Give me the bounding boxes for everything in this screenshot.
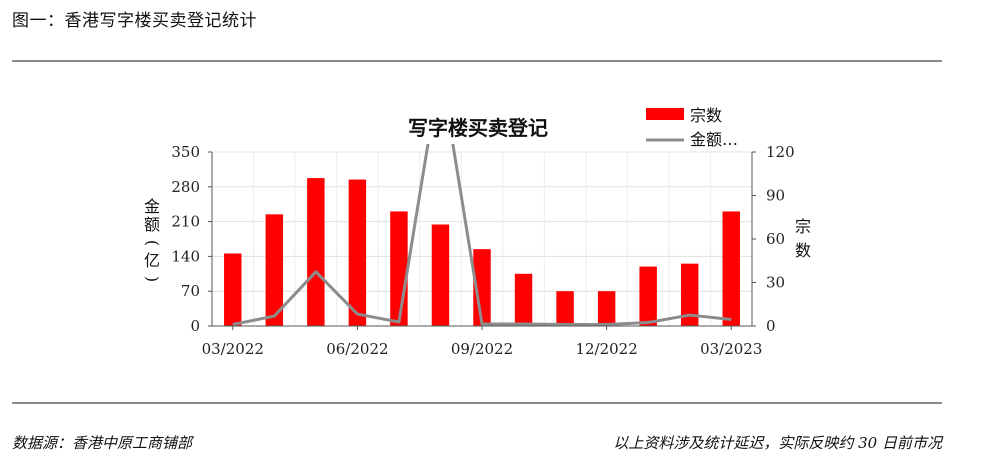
y-left-tick-label: 140 [171, 247, 200, 265]
x-tick-label: 12/2022 [575, 340, 637, 358]
figure-title: 图一：香港写字楼买卖登记统计 [12, 11, 257, 31]
axes [208, 151, 756, 330]
bottom-divider [12, 402, 942, 404]
bar [680, 263, 699, 326]
y-left-tick-label: 210 [171, 213, 200, 231]
y-right-tick-labels: 0 30 60 90 120 [766, 143, 795, 335]
y-left-label-char: 额 [144, 215, 160, 234]
bar-series [224, 178, 740, 326]
y-right-tick-label: 0 [766, 317, 776, 335]
line-series [232, 144, 732, 326]
y-right-label-char: 宗 [795, 217, 811, 236]
y-left-label-char: 亿 [144, 251, 160, 270]
chart-title: 写字楼买卖登记 [408, 116, 548, 140]
bar [639, 266, 657, 326]
y-left-tick-label: 280 [171, 178, 200, 196]
x-tick-label: 03/2022 [202, 340, 264, 358]
x-tick-labels: 03/2022 06/2022 09/2022 12/2022 03/2023 [202, 340, 763, 358]
bar [597, 291, 616, 326]
legend-swatch-bar [646, 108, 684, 120]
bar [473, 249, 491, 326]
x-tick-label: 03/2023 [700, 340, 762, 358]
grid-lines [211, 151, 753, 326]
y-left-label-char: ) [143, 276, 162, 282]
y-right-tick-label: 30 [766, 274, 785, 292]
legend: 宗数 金额… [646, 106, 738, 149]
source-note: 数据源：香港中原工商铺部 [12, 434, 193, 452]
y-left-tick-labels: 0 70 140 210 280 350 [171, 143, 200, 335]
legend-label-bar: 宗数 [690, 106, 722, 125]
y-left-tick-label: 0 [190, 317, 200, 335]
x-tick-label: 09/2022 [451, 340, 513, 358]
bar [265, 214, 284, 326]
delay-note: 以上资料涉及统计延迟，实际反映约 30 日前市况 [613, 434, 942, 452]
bar [556, 291, 574, 326]
bar [722, 211, 740, 326]
y-right-tick-label: 90 [766, 187, 785, 205]
top-divider [12, 60, 942, 62]
y-right-axis-label: 宗数 [795, 217, 811, 260]
line-path [232, 144, 732, 326]
y-left-axis-label: 金额 ( 亿) [143, 197, 162, 282]
y-left-tick-label: 70 [181, 282, 200, 300]
y-right-label-char: 数 [795, 241, 811, 260]
x-tick-label: 06/2022 [326, 340, 388, 358]
legend-label-line: 金额… [690, 130, 738, 149]
y-right-tick-label: 120 [766, 143, 795, 161]
y-left-label-char: 金 [144, 197, 160, 216]
bar [348, 179, 367, 326]
y-left-tick-label: 350 [171, 143, 200, 161]
bar [514, 273, 533, 326]
bar [307, 178, 325, 326]
bar [390, 211, 408, 326]
bar [431, 224, 450, 326]
bar [224, 253, 242, 326]
y-left-label-char: ( [143, 240, 162, 246]
y-right-tick-label: 60 [766, 230, 785, 248]
